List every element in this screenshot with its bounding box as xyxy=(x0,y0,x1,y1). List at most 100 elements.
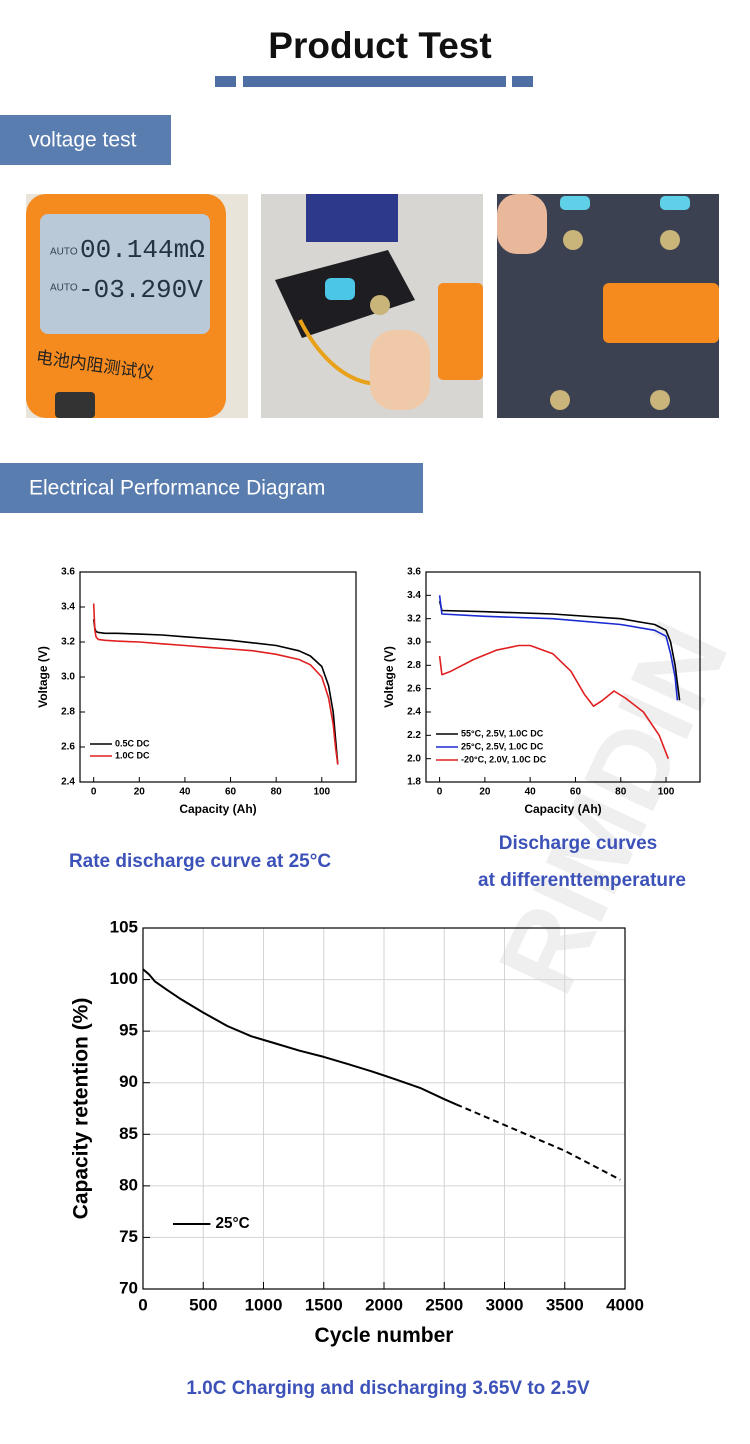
photo-text: AUTO xyxy=(50,283,78,294)
y-tick-label: 3.6 xyxy=(61,567,75,578)
plot-frame xyxy=(425,571,701,783)
section-banner xyxy=(0,463,423,513)
x-tick-label: 100 xyxy=(313,787,330,798)
x-tick-label: 40 xyxy=(525,787,537,798)
y-tick-label: 3.0 xyxy=(407,637,421,648)
series-line xyxy=(438,595,679,701)
x-tick-label: 0 xyxy=(437,787,443,798)
y-tick-label: 2.4 xyxy=(407,707,421,718)
legend-label: 1.0C DC xyxy=(115,750,150,760)
series-line xyxy=(142,968,457,1106)
y-tick-label: 2.0 xyxy=(407,753,421,764)
x-axis-label: Cycle number xyxy=(315,1324,454,1347)
y-tick-label: 90 xyxy=(119,1072,138,1091)
y-tick-label: 1.8 xyxy=(407,777,421,788)
x-tick-label: 3500 xyxy=(546,1295,584,1314)
deco-bar xyxy=(512,76,533,87)
y-tick-label: 2.8 xyxy=(407,660,421,671)
section-title: voltage test xyxy=(29,129,137,152)
y-tick-label: 3.2 xyxy=(407,613,421,624)
terminal xyxy=(563,230,583,250)
page-title: Product Test xyxy=(268,25,491,66)
legend-label: 0.5C DC xyxy=(115,738,150,748)
meter-screen xyxy=(40,214,210,334)
legend-label: 55°C, 2.5V, 1.0C DC xyxy=(461,728,544,738)
y-tick-label: 2.8 xyxy=(61,707,75,718)
y-tick-label: 85 xyxy=(119,1124,138,1143)
caption: Discharge curves xyxy=(499,833,657,854)
photo: AUTO 00.144mΩ AUTO -03.290V 电池内阻测试仪 xyxy=(26,194,248,418)
photo-text: -03.290V xyxy=(78,275,203,305)
plot-frame xyxy=(79,571,357,783)
x-tick-label: 1000 xyxy=(245,1295,283,1314)
deco-bar xyxy=(243,76,506,87)
photo xyxy=(261,194,483,418)
photo-text: AUTO xyxy=(50,247,78,258)
x-tick-label: 80 xyxy=(615,787,627,798)
plot-frame xyxy=(142,927,626,1290)
y-tick-label: 3.4 xyxy=(407,590,421,601)
section-banner xyxy=(0,115,171,165)
y-axis-label: Voltage (V) xyxy=(36,646,50,708)
x-tick-label: 500 xyxy=(189,1295,217,1314)
meter xyxy=(603,283,719,343)
hand xyxy=(497,194,547,254)
y-tick-label: 75 xyxy=(119,1227,138,1246)
x-tick-label: 60 xyxy=(570,787,582,798)
terminal xyxy=(660,230,680,250)
y-tick-label: 2.2 xyxy=(407,730,421,741)
y-tick-label: 70 xyxy=(119,1278,138,1297)
y-tick-label: 80 xyxy=(119,1175,138,1194)
y-tick-label: 3.0 xyxy=(61,672,75,683)
x-tick-label: 20 xyxy=(479,787,491,798)
y-axis-label: Voltage (V) xyxy=(382,646,396,708)
x-tick-label: 20 xyxy=(134,787,146,798)
caption: Rate discharge curve at 25°C xyxy=(69,851,331,872)
legend-label: 25°C, 2.5V, 1.0C DC xyxy=(461,741,544,751)
series-line xyxy=(92,603,339,765)
terminal xyxy=(650,390,670,410)
y-tick-label: 3.4 xyxy=(61,602,75,613)
x-tick-label: 1500 xyxy=(305,1295,343,1314)
y-tick-label: 100 xyxy=(110,969,138,988)
hand xyxy=(370,330,430,410)
y-tick-label: 2.4 xyxy=(61,777,75,788)
legend-label: 25°C xyxy=(216,1215,250,1232)
battery-label xyxy=(660,196,690,210)
x-tick-label: 3000 xyxy=(486,1295,524,1314)
x-tick-label: 4000 xyxy=(606,1295,644,1314)
caption: 1.0C Charging and discharging 3.65V to 2… xyxy=(186,1378,590,1399)
y-tick-label: 2.6 xyxy=(61,742,75,753)
series-line xyxy=(455,1103,621,1181)
x-axis-label: Capacity (Ah) xyxy=(179,802,256,816)
y-tick-label: 105 xyxy=(110,917,138,936)
battery-label xyxy=(560,196,590,210)
x-tick-label: 40 xyxy=(179,787,191,798)
deco-bar xyxy=(215,76,236,87)
series-line xyxy=(92,619,339,765)
caption: at differenttemperature xyxy=(478,870,686,891)
y-tick-label: 2.6 xyxy=(407,683,421,694)
y-axis-label: Capacity retention (%) xyxy=(69,998,92,1220)
x-tick-label: 0 xyxy=(91,787,97,798)
meter xyxy=(438,283,483,380)
x-tick-label: 80 xyxy=(271,787,283,798)
x-tick-label: 60 xyxy=(225,787,237,798)
y-tick-label: 3.6 xyxy=(407,567,421,578)
y-tick-label: 3.2 xyxy=(61,637,75,648)
battery-label xyxy=(325,278,355,300)
terminal xyxy=(550,390,570,410)
photo-text: 00.144mΩ xyxy=(80,235,205,265)
terminal xyxy=(370,295,390,315)
series-line xyxy=(438,644,670,759)
y-tick-label: 95 xyxy=(119,1021,138,1040)
photo xyxy=(497,194,719,418)
x-tick-label: 2000 xyxy=(365,1295,403,1314)
x-tick-label: 100 xyxy=(658,787,675,798)
x-tick-label: 0 xyxy=(138,1295,147,1314)
x-tick-label: 2500 xyxy=(425,1295,463,1314)
series-line xyxy=(438,601,681,701)
battery-box xyxy=(306,194,398,242)
x-axis-label: Capacity (Ah) xyxy=(524,802,601,816)
